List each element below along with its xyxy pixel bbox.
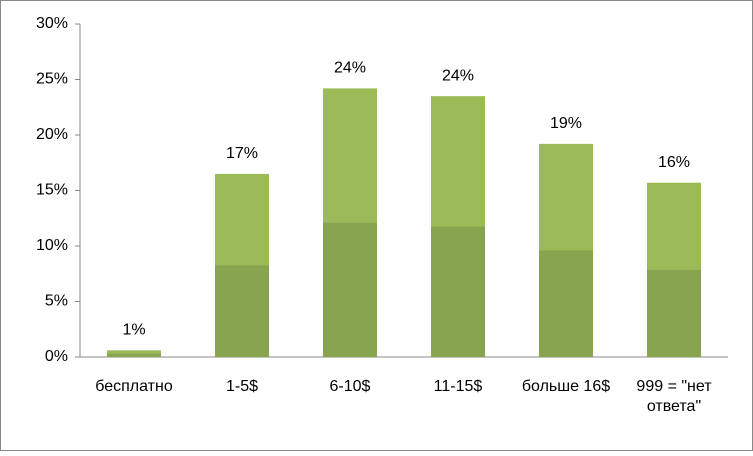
x-tick-label: 1-5$ — [225, 378, 259, 395]
x-tick-box: больше 16$ — [521, 378, 611, 395]
x-tick-box: 11-15$ — [433, 378, 483, 395]
y-tick-label: 20% — [36, 126, 68, 143]
x-tick-label: 6-10$ — [329, 378, 371, 395]
y-tick-label: 5% — [45, 293, 68, 310]
x-tick-box: 1-5$ — [225, 378, 259, 395]
y-tick-label: 15% — [36, 182, 68, 199]
x-tick-box: 999 = "нет ответа" — [636, 378, 712, 415]
value-label: 17% — [226, 145, 258, 162]
bar — [323, 88, 377, 357]
x-tick-box: бесплатно — [95, 378, 173, 395]
bar — [539, 143, 593, 357]
value-label: 19% — [550, 115, 582, 132]
value-label: 24% — [334, 60, 366, 77]
bar — [215, 173, 269, 357]
x-tick-label: бесплатно — [95, 378, 173, 395]
value-label: 16% — [658, 154, 690, 171]
value-label: 1% — [122, 322, 145, 339]
x-tick-label: 999 = "нет ответа" — [636, 378, 712, 415]
x-tick-box: 6-10$ — [329, 378, 371, 395]
y-tick-label: 25% — [36, 71, 68, 88]
y-tick-label: 30% — [36, 15, 68, 32]
bar — [431, 96, 485, 358]
bar — [647, 182, 701, 357]
x-tick-label: больше 16$ — [521, 378, 611, 395]
value-label: 24% — [442, 67, 474, 84]
y-tick-label: 10% — [36, 237, 68, 254]
x-tick-label: 11-15$ — [433, 378, 483, 395]
bar — [107, 350, 161, 357]
y-tick-label: 0% — [45, 348, 68, 365]
